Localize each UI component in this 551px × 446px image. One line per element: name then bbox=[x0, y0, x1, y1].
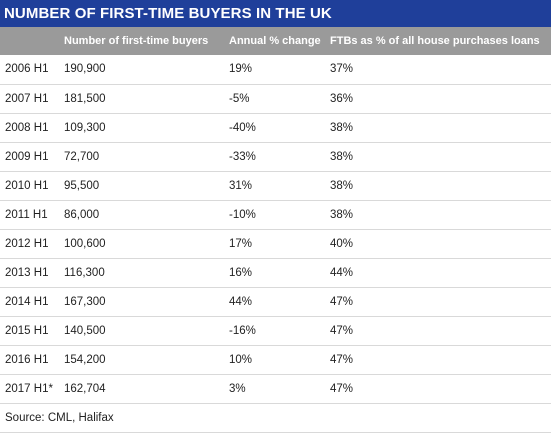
cell-ftb-share: 37% bbox=[330, 63, 354, 76]
cell-period: 2014 H1 bbox=[5, 295, 49, 308]
cell-annual-change: 31% bbox=[229, 179, 253, 192]
cell-ftb-share: 47% bbox=[330, 295, 354, 308]
table-row: 2016 H1 154,200 10% 47% bbox=[0, 345, 551, 374]
source-note: Source: CML, Halifax bbox=[0, 404, 551, 433]
table-row: 2008 H1 109,300 -40% 38% bbox=[0, 113, 551, 142]
cell-ftb-share: 47% bbox=[330, 382, 354, 395]
cell-annual-change: 3% bbox=[229, 382, 246, 395]
table-row: 2009 H1 72,700 -33% 38% bbox=[0, 142, 551, 171]
cell-annual-change: -5% bbox=[229, 92, 250, 105]
cell-period: 2015 H1 bbox=[5, 324, 49, 337]
table-row: 2007 H1 181,500 -5% 36% bbox=[0, 84, 551, 113]
table-row: 2017 H1* 162,704 3% 47% bbox=[0, 374, 551, 403]
table-row: 2013 H1 116,300 16% 44% bbox=[0, 258, 551, 287]
table-header-row: Number of first-time buyers Annual % cha… bbox=[0, 27, 551, 55]
cell-annual-change: 19% bbox=[229, 63, 253, 76]
cell-annual-change: -33% bbox=[229, 150, 256, 163]
cell-annual-change: 10% bbox=[229, 353, 253, 366]
cell-annual-change: -10% bbox=[229, 208, 256, 221]
cell-period: 2017 H1* bbox=[5, 382, 53, 395]
table-row: 2015 H1 140,500 -16% 47% bbox=[0, 316, 551, 345]
cell-period: 2016 H1 bbox=[5, 353, 49, 366]
cell-number-of-ftbs: 140,500 bbox=[64, 324, 106, 337]
cell-period: 2008 H1 bbox=[5, 121, 49, 134]
cell-ftb-share: 40% bbox=[330, 237, 354, 250]
cell-annual-change: -40% bbox=[229, 121, 256, 134]
header-ftb-share: FTBs as % of all house purchases loans bbox=[330, 35, 540, 47]
table-title: NUMBER OF FIRST-TIME BUYERS IN THE UK bbox=[0, 0, 551, 27]
cell-ftb-share: 38% bbox=[330, 179, 354, 192]
cell-number-of-ftbs: 116,300 bbox=[64, 266, 105, 279]
cell-ftb-share: 47% bbox=[330, 353, 354, 366]
cell-annual-change: 17% bbox=[229, 237, 253, 250]
cell-number-of-ftbs: 162,704 bbox=[64, 382, 106, 395]
table-body: 2006 H1 190,900 19% 37% 2007 H1 181,500 -5% 36%… bbox=[0, 55, 551, 403]
ftb-data-table: Number of first-time buyers Annual % cha… bbox=[0, 27, 551, 404]
cell-number-of-ftbs: 95,500 bbox=[64, 179, 100, 192]
cell-number-of-ftbs: 190,900 bbox=[64, 63, 106, 76]
cell-number-of-ftbs: 181,500 bbox=[64, 92, 106, 105]
cell-annual-change: 16% bbox=[229, 266, 253, 279]
table-row: 2014 H1 167,300 44% 47% bbox=[0, 287, 551, 316]
header-number-of-ftbs: Number of first-time buyers bbox=[64, 35, 209, 47]
cell-ftb-share: 36% bbox=[330, 92, 354, 105]
table-row: 2012 H1 100,600 17% 40% bbox=[0, 229, 551, 258]
header-period bbox=[0, 27, 64, 55]
cell-annual-change: -16% bbox=[229, 324, 256, 337]
cell-period: 2013 H1 bbox=[5, 266, 49, 279]
cell-ftb-share: 44% bbox=[330, 266, 354, 279]
cell-ftb-share: 47% bbox=[330, 324, 354, 337]
cell-ftb-share: 38% bbox=[330, 208, 354, 221]
cell-number-of-ftbs: 72,700 bbox=[64, 150, 100, 163]
cell-number-of-ftbs: 100,600 bbox=[64, 237, 106, 250]
table-row: 2006 H1 190,900 19% 37% bbox=[0, 55, 551, 84]
cell-period: 2009 H1 bbox=[5, 150, 49, 163]
cell-ftb-share: 38% bbox=[330, 150, 354, 163]
table-row: 2011 H1 86,000 -10% 38% bbox=[0, 200, 551, 229]
cell-number-of-ftbs: 86,000 bbox=[64, 208, 100, 221]
table-row: 2010 H1 95,500 31% 38% bbox=[0, 171, 551, 200]
cell-number-of-ftbs: 154,200 bbox=[64, 353, 106, 366]
cell-number-of-ftbs: 109,300 bbox=[64, 121, 106, 134]
cell-number-of-ftbs: 167,300 bbox=[64, 295, 106, 308]
cell-period: 2012 H1 bbox=[5, 237, 49, 250]
header-annual-change: Annual % change bbox=[229, 35, 321, 47]
cell-period: 2011 H1 bbox=[5, 208, 48, 221]
cell-period: 2007 H1 bbox=[5, 92, 49, 105]
cell-period: 2010 H1 bbox=[5, 179, 49, 192]
cell-period: 2006 H1 bbox=[5, 63, 49, 76]
cell-annual-change: 44% bbox=[229, 295, 253, 308]
cell-ftb-share: 38% bbox=[330, 121, 354, 134]
